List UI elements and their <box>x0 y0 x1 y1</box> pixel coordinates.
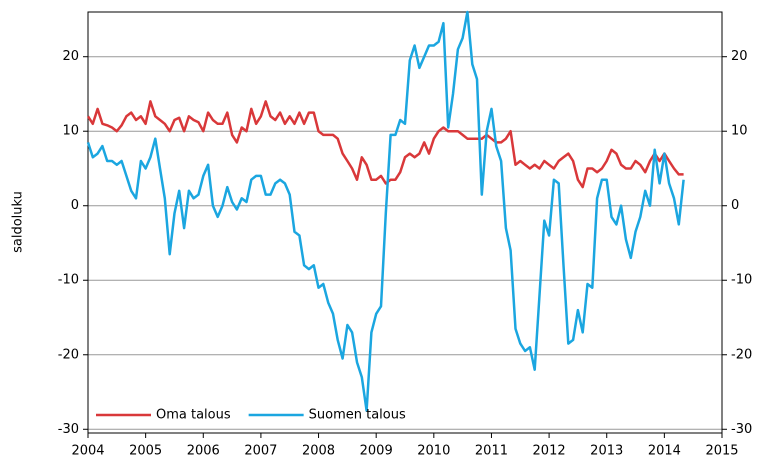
y-tick-label: 10 <box>62 124 79 139</box>
x-tick-label: 2012 <box>533 444 566 459</box>
y-axis-label: saldoluku <box>11 191 26 253</box>
x-tick-label: 2010 <box>417 444 450 459</box>
x-tick-label: 2006 <box>187 444 220 459</box>
y2-tick-label: 0 <box>731 198 739 213</box>
x-tick-label: 2004 <box>71 444 104 459</box>
y-tick-label: 0 <box>71 198 79 213</box>
y-tick-label: -10 <box>58 273 79 288</box>
y2-tick-label: -30 <box>731 422 752 437</box>
legend-label: Suomen talous <box>309 408 406 423</box>
y-tick-label: 20 <box>62 49 79 64</box>
series-line <box>86 100 684 189</box>
y2-tick-label: -10 <box>731 273 752 288</box>
plot-frame <box>87 11 723 434</box>
legend-label: Oma talous <box>156 408 231 423</box>
x-tick-label: 2009 <box>360 444 393 459</box>
y-tick-label: -20 <box>58 347 79 362</box>
x-tick-label: 2013 <box>590 444 623 459</box>
x-tick-label: 2007 <box>244 444 277 459</box>
x-tick-label: 2011 <box>475 444 508 459</box>
y2-tick-label: -20 <box>731 347 752 362</box>
x-tick-label: 2005 <box>129 444 162 459</box>
y2-tick-label: 20 <box>731 49 748 64</box>
y2-tick-label: 10 <box>731 124 748 139</box>
x-tick-label: 2014 <box>648 444 681 459</box>
y-tick-label: -30 <box>58 422 79 437</box>
x-tick-label: 2008 <box>302 444 335 459</box>
series-line <box>86 10 685 412</box>
x-tick-label: 2015 <box>705 444 738 459</box>
